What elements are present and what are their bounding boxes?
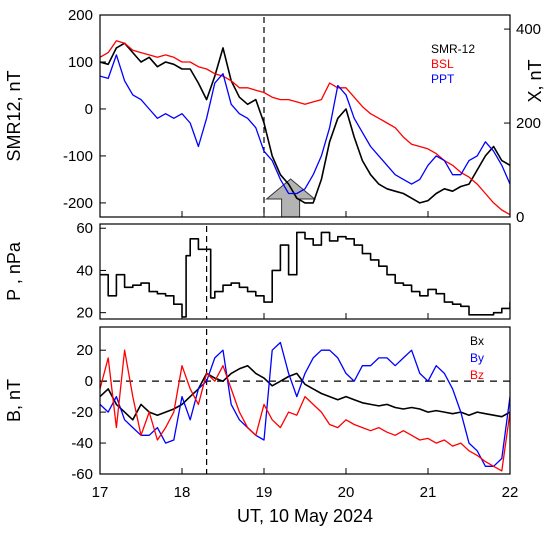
series-line-1-p <box>100 231 510 318</box>
legend-entry-2-bz: Bz <box>470 368 484 382</box>
y-right-tick-label-0: 400 <box>516 21 541 38</box>
y-axis-right-label: X, nT <box>525 59 545 102</box>
legend-entry-2-by: By <box>470 351 484 365</box>
y-tick-label-2-4: -60 <box>71 466 93 483</box>
y-axis-label-2: B, nT <box>4 379 24 422</box>
x-tick-label-1: 18 <box>174 484 191 501</box>
y-right-tick-label-2: 0 <box>516 209 524 226</box>
y-right-tick-label-1: 200 <box>516 115 541 132</box>
series-line-2-bx <box>100 364 510 421</box>
x-tick-label-3: 20 <box>338 484 355 501</box>
panel-frame-2 <box>99 326 511 475</box>
legend-entry-2-bx: Bx <box>470 334 484 348</box>
series-line-0-bsl <box>100 40 510 216</box>
y-tick-label-1-2: 20 <box>76 305 93 322</box>
y-tick-label-2-2: -20 <box>71 404 93 421</box>
y-tick-label-2-0: 20 <box>76 342 93 359</box>
y-tick-label-0-2: 0 <box>85 101 93 118</box>
legend-entry-0-smr-12: SMR-12 <box>431 42 475 56</box>
y-tick-label-2-1: 0 <box>85 373 93 390</box>
panel-frame-0 <box>99 14 511 218</box>
x-tick-label-2: 19 <box>256 484 273 501</box>
y-tick-label-1-1: 40 <box>76 262 93 279</box>
onset-arrow-marker <box>265 178 316 218</box>
y-tick-label-0-3: -100 <box>63 148 93 165</box>
panel-frame-1 <box>99 223 511 320</box>
y-tick-label-0-4: -200 <box>63 195 93 212</box>
y-axis-label-1: P , nPa <box>4 241 24 301</box>
y-tick-label-1-0: 60 <box>76 220 93 237</box>
x-tick-label-5: 22 <box>502 484 519 501</box>
series-line-2-bz <box>100 349 510 472</box>
x-tick-label-4: 21 <box>420 484 437 501</box>
y-tick-label-0-0: 200 <box>68 7 93 24</box>
y-tick-label-2-3: -40 <box>71 435 93 452</box>
y-axis-label-0: SMR12, nT <box>4 70 24 161</box>
legend-entry-0-ppt: PPT <box>431 72 455 86</box>
legend-entry-0-bsl: BSL <box>431 57 454 71</box>
series-line-0-smr-12 <box>100 42 510 204</box>
x-tick-label-0: 17 <box>92 484 109 501</box>
x-axis-label: UT, 10 May 2024 <box>237 506 373 526</box>
series-line-2-by <box>100 341 510 467</box>
series-line-0-ppt <box>100 54 510 195</box>
y-tick-label-0-1: 100 <box>68 54 93 71</box>
